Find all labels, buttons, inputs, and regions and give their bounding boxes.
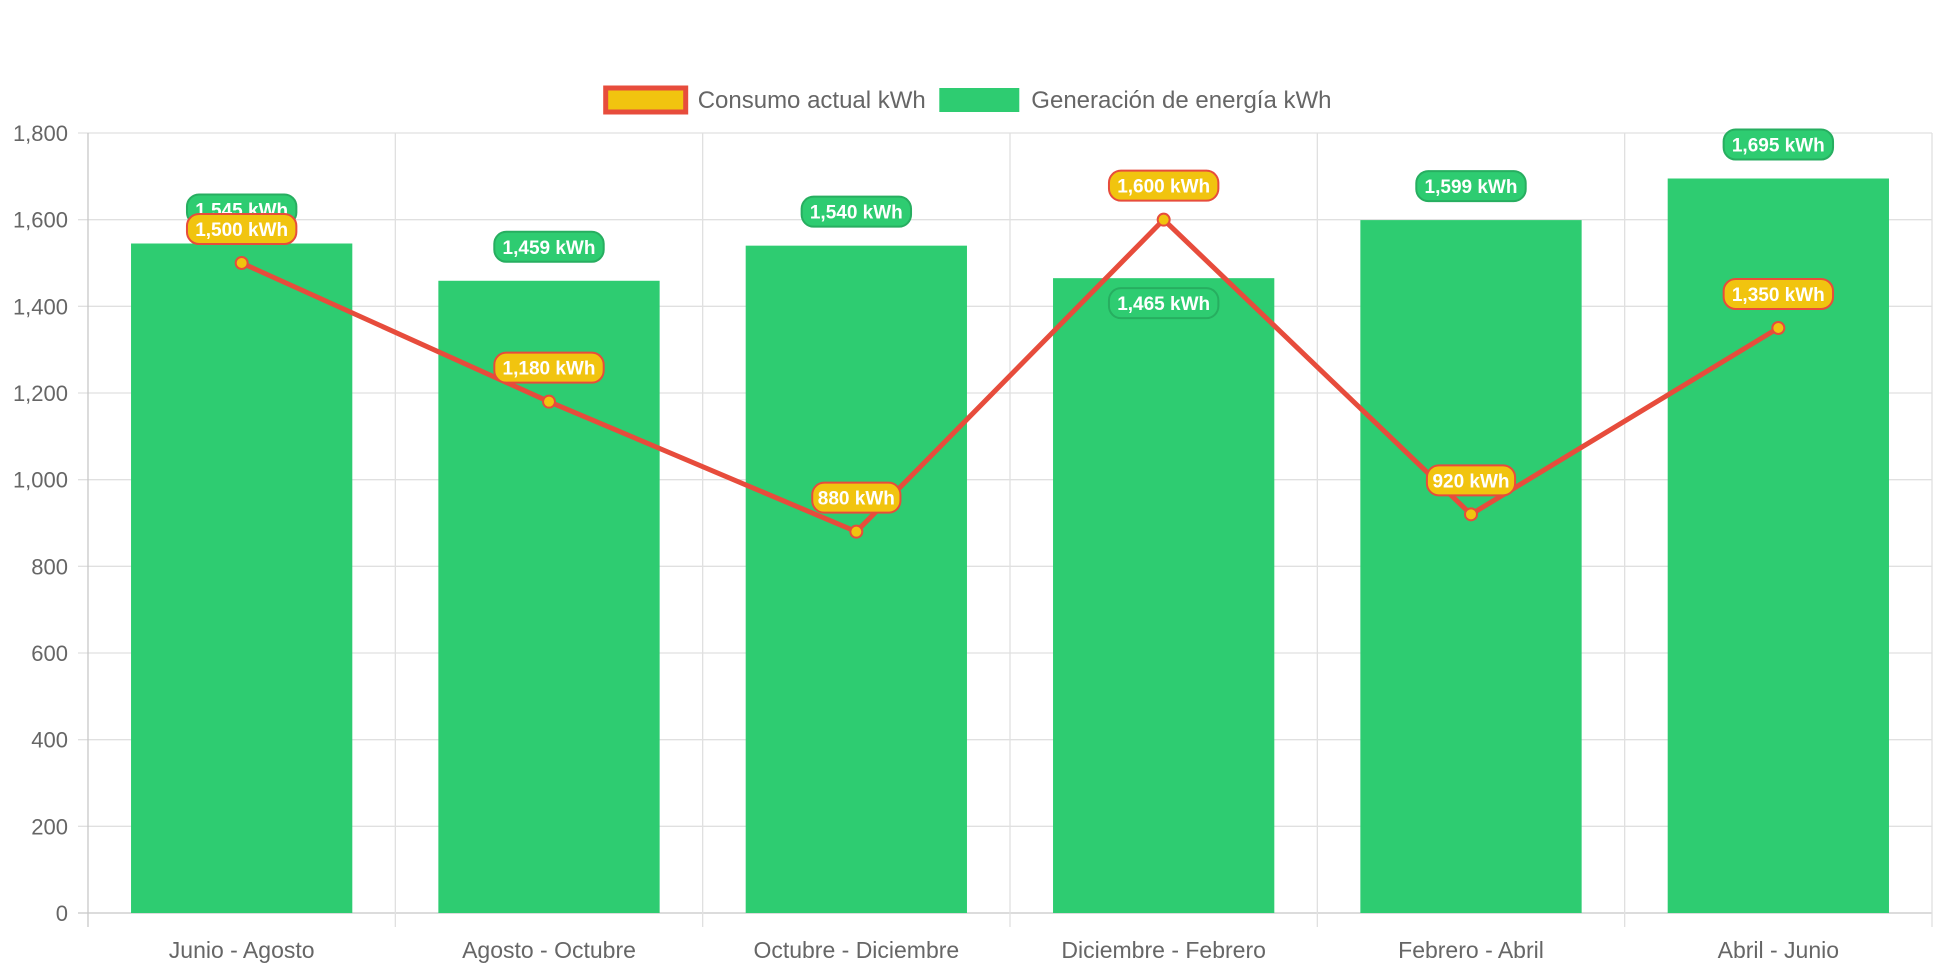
bar-series [131, 178, 1889, 914]
line-data-label-text: 1,500 kWh [195, 220, 288, 241]
y-tick-label: 200 [31, 814, 68, 839]
line-point[interactable] [234, 256, 249, 270]
x-tick-label: Octubre - Diciembre [753, 937, 959, 963]
bar[interactable] [131, 243, 353, 914]
bar-data-label-bg [1722, 128, 1835, 161]
y-tick-label: 1,400 [13, 294, 68, 319]
bar-data-label-text: 1,465 kWh [1117, 294, 1210, 315]
bar-data-label-text: 1,599 kWh [1425, 177, 1518, 198]
legend-label: Generación de energía kWh [1031, 87, 1331, 114]
bar-data-label-bg [1415, 170, 1527, 203]
line-data-label-text: 1,350 kWh [1732, 285, 1825, 306]
bar[interactable] [438, 280, 660, 913]
line-data-label-text: 1,600 kWh [1117, 177, 1210, 198]
line-data-label: 1,350 kWh [1722, 278, 1835, 310]
legend-swatch [939, 88, 1020, 112]
bar-data-label-text: 1,459 kWh [503, 238, 596, 259]
legend-label: Consumo actual kWh [698, 87, 926, 114]
y-tick-label: 800 [31, 554, 68, 579]
x-tick-label: Agosto - Octubre [462, 937, 636, 963]
line-data-label-bg [185, 213, 298, 245]
line-data-label-bg [1722, 278, 1835, 310]
x-tick-label: Abril - Junio [1718, 937, 1839, 963]
line-data-label: 880 kWh [811, 481, 902, 514]
x-tick-label: Junio - Agosto [169, 937, 315, 963]
x-tick-label: Diciembre - Febrero [1061, 937, 1266, 963]
legend-item-generacion[interactable]: Generación de energía kWh [939, 87, 1331, 114]
grid-lines [78, 132, 1933, 927]
bar[interactable] [1360, 220, 1582, 914]
bar-data-label: 1,599 kWh [1415, 170, 1527, 203]
axes: 0 200 400 600 800 1,000 1,200 1,400 1,600 1,800 Ju… [13, 121, 1839, 963]
bar-data-label-bg [800, 195, 913, 228]
bar-data-label: 1,540 kWh [800, 195, 913, 228]
line-point[interactable] [1156, 212, 1171, 227]
line-data-label: 1,500 kWh [185, 213, 298, 245]
y-tick-label: 1,200 [13, 381, 68, 406]
line-data-label-text: 1,180 kWh [503, 359, 596, 380]
bar-data-label-bg [493, 230, 605, 263]
line-point[interactable] [1464, 507, 1478, 522]
bar[interactable] [745, 245, 967, 913]
y-tick-label: 1,000 [13, 468, 68, 493]
legend-swatch [603, 85, 689, 115]
line-data-label-bg [1107, 169, 1220, 202]
y-tick-label: 600 [31, 641, 68, 666]
line-data-label-bg [1425, 464, 1517, 497]
legend-item-consumo[interactable]: Consumo actual kWh [603, 85, 926, 115]
bar-data-label: 1,465 kWh [1107, 287, 1220, 320]
legend[interactable]: Consumo actual kWh Generación de energía … [603, 85, 1332, 115]
line-data-label: 920 kWh [1425, 464, 1517, 497]
x-tick-label: Febrero - Abril [1398, 937, 1544, 963]
bar-data-label: 1,695 kWh [1722, 128, 1835, 161]
line-data-label-bg [811, 481, 902, 514]
bar[interactable] [1053, 278, 1275, 914]
line-point[interactable] [542, 394, 556, 409]
bar-data-label: 1,459 kWh [493, 230, 605, 263]
bar-data-label-text: 1,540 kWh [810, 203, 903, 224]
line-data-label-text: 880 kWh [818, 489, 895, 510]
line-point[interactable] [849, 524, 864, 539]
line-data-label: 1,600 kWh [1107, 169, 1220, 202]
line-data-label-text: 920 kWh [1432, 471, 1509, 492]
y-tick-label: 1,800 [13, 121, 68, 146]
line-point[interactable] [1771, 321, 1786, 335]
y-tick-label: 400 [31, 728, 68, 753]
bar-data-label-text: 1,695 kWh [1732, 136, 1825, 157]
line-data-label: 1,180 kWh [493, 351, 605, 384]
bar-data-label-bg [1107, 287, 1220, 320]
y-tick-label: 0 [56, 901, 68, 926]
line-data-label-bg [493, 351, 605, 384]
y-tick-label: 1,600 [13, 208, 68, 233]
